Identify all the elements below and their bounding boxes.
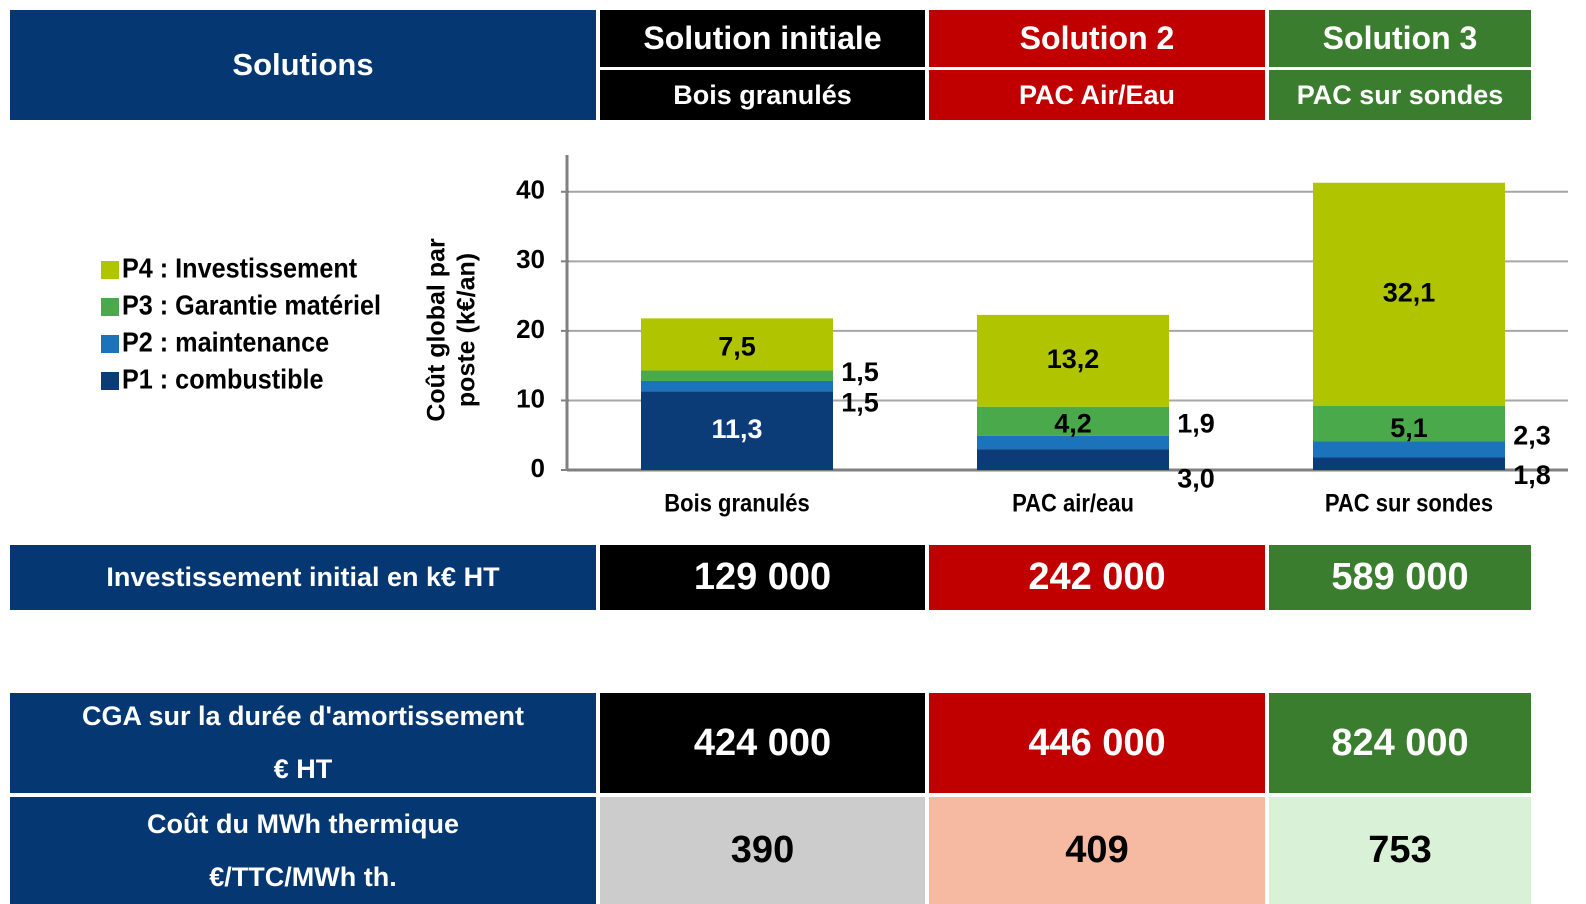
y-label: Coût global par	[423, 238, 451, 422]
cell: 753	[1269, 797, 1531, 904]
col-name: Solution 2	[929, 10, 1265, 67]
cell: 390	[600, 797, 925, 904]
data-label: 32,1	[1383, 277, 1436, 307]
header-title: Solutions	[10, 10, 596, 120]
x-tick-label: PAC air/eau	[1012, 489, 1134, 517]
legend-label: P2 : maintenance	[122, 326, 329, 358]
col-sub: Bois granulés	[600, 70, 925, 120]
chart: Coût global par poste (k€/an) 0 10 20 30 40 B…	[101, 155, 1568, 517]
legend-swatch	[101, 372, 119, 390]
x-tick-label: Bois granulés	[664, 489, 809, 517]
bar-segment	[977, 406, 1169, 436]
row-label: Coût du MWh thermique €/TTC/MWh th.	[10, 797, 596, 904]
cell: 824 000	[1269, 693, 1531, 793]
label-line: Coût du MWh thermique	[147, 808, 459, 839]
y-tick-label: 20	[516, 314, 545, 344]
legend-label: P3 : Garantie matériel	[122, 289, 381, 321]
data-label: 7,5	[718, 332, 756, 362]
cell: 129 000	[600, 545, 925, 610]
cell: 242 000	[929, 545, 1265, 610]
bar-segment	[977, 314, 1169, 407]
legend-label: P4 : Investissement	[122, 252, 357, 284]
col-name: Solution 3	[1269, 10, 1531, 67]
legend-label: P1 : combustible	[122, 363, 324, 395]
data-label: 5,1	[1390, 413, 1428, 443]
y-tick-label: 10	[516, 383, 545, 413]
bar-segment	[641, 391, 833, 470]
legend-swatch	[101, 298, 119, 316]
y-tick-label: 0	[531, 453, 545, 483]
bar-segment	[977, 449, 1169, 470]
col-sub: PAC Air/Eau	[929, 70, 1265, 120]
cell: 446 000	[929, 693, 1265, 793]
bar-segment	[1313, 441, 1505, 458]
row-label: Investissement initial en k€ HT	[10, 545, 596, 610]
legend-swatch	[101, 335, 119, 353]
y-tick-label: 40	[516, 175, 545, 205]
col-name: Solution initiale	[600, 10, 925, 67]
label-line: € HT	[273, 754, 333, 784]
col-sub: PAC sur sondes	[1269, 70, 1531, 120]
data-label: 2,3	[1513, 421, 1551, 451]
cell: 409	[929, 797, 1265, 904]
y-tick-label: 30	[516, 244, 545, 274]
legend-swatch	[101, 261, 119, 279]
label-line: €/TTC/MWh th.	[209, 861, 397, 892]
data-label: 3,0	[1177, 464, 1215, 494]
bar-segment	[1313, 406, 1505, 442]
data-label: 1,5	[841, 387, 879, 417]
data-label: 1,5	[841, 357, 879, 387]
bar-segment	[1313, 182, 1505, 407]
bar-segment	[641, 318, 833, 371]
y-label: poste (k€/an)	[453, 253, 481, 407]
data-label: 13,2	[1047, 344, 1100, 374]
bar-segment	[641, 370, 833, 381]
x-tick-label: PAC sur sondes	[1325, 489, 1493, 517]
label-line: CGA sur la durée d'amortissement	[81, 701, 525, 731]
bar-segment	[977, 435, 1169, 450]
data-label: 1,8	[1513, 460, 1551, 490]
data-label: 11,3	[711, 414, 762, 444]
bar-segment	[641, 380, 833, 392]
data-label: 4,2	[1054, 408, 1092, 438]
data-label: 1,9	[1177, 409, 1215, 439]
bar-segment	[1313, 457, 1505, 470]
cell: 424 000	[600, 693, 925, 793]
cell: 589 000	[1269, 545, 1531, 610]
row-label: CGA sur la durée d'amortissement € HT	[10, 693, 596, 793]
